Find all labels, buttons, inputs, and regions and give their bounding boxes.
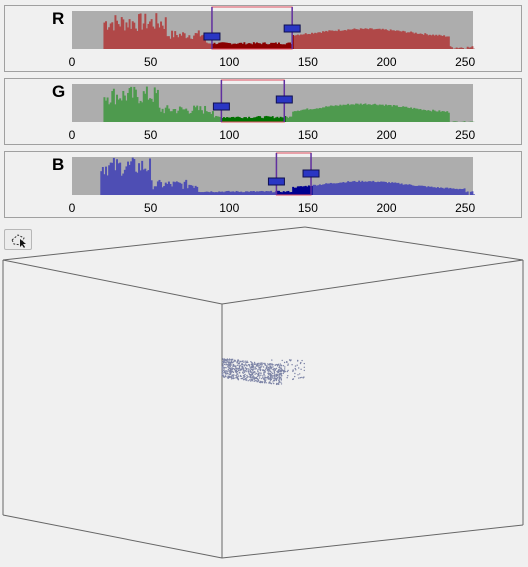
axis-tick-label: 100 [219,55,240,69]
axis-tick-label: 50 [143,201,158,215]
range-min-handle[interactable] [203,32,221,41]
channel-label: G [52,82,66,101]
histogram-panel-r: R 0 50 100 150 200 250 [4,5,522,72]
axis-tick-label: 150 [297,128,318,142]
axis-tick-label: 200 [376,55,397,69]
axis-tick-label: 0 [68,201,76,215]
histogram-bars [100,157,475,195]
range-max-handle[interactable] [275,95,293,104]
axis-tick-label: 0 [68,55,76,69]
histogram-plot[interactable] [5,6,523,73]
axis-tick-label: 250 [455,55,476,69]
range-min-handle[interactable] [212,102,230,111]
3d-scatter-view[interactable] [0,222,528,567]
histogram-bars [103,13,475,50]
histogram-plot[interactable] [5,152,523,219]
axis-tick-label: 100 [219,128,240,142]
channel-label: B [52,155,65,174]
histogram-panel-g: G 0 50 100 150 200 250 [4,78,522,145]
histogram-plot[interactable] [5,79,523,146]
channel-label: R [52,9,65,28]
axis-tick-label: 150 [297,55,318,69]
axis-tick-label: 250 [455,128,476,142]
histogram-bars [103,86,475,122]
point-cloud [221,358,305,386]
axis-tick-label: 250 [455,201,476,215]
histogram-panel-b: B 0 50 100 150 200 250 [4,151,522,218]
axis-tick-label: 150 [297,201,318,215]
axis-tick-label: 100 [219,201,240,215]
range-max-handle[interactable] [283,24,301,33]
axis-tick-label: 50 [143,55,158,69]
range-max-handle[interactable] [302,169,320,178]
rotate-view-button[interactable] [4,229,32,250]
axis-tick-label: 50 [143,128,158,142]
rotate-select-icon [11,234,26,248]
range-min-handle[interactable] [267,177,285,186]
axis-tick-label: 0 [68,128,76,142]
axis-tick-label: 200 [376,128,397,142]
bounding-box [2,226,524,559]
axis-tick-label: 200 [376,201,397,215]
